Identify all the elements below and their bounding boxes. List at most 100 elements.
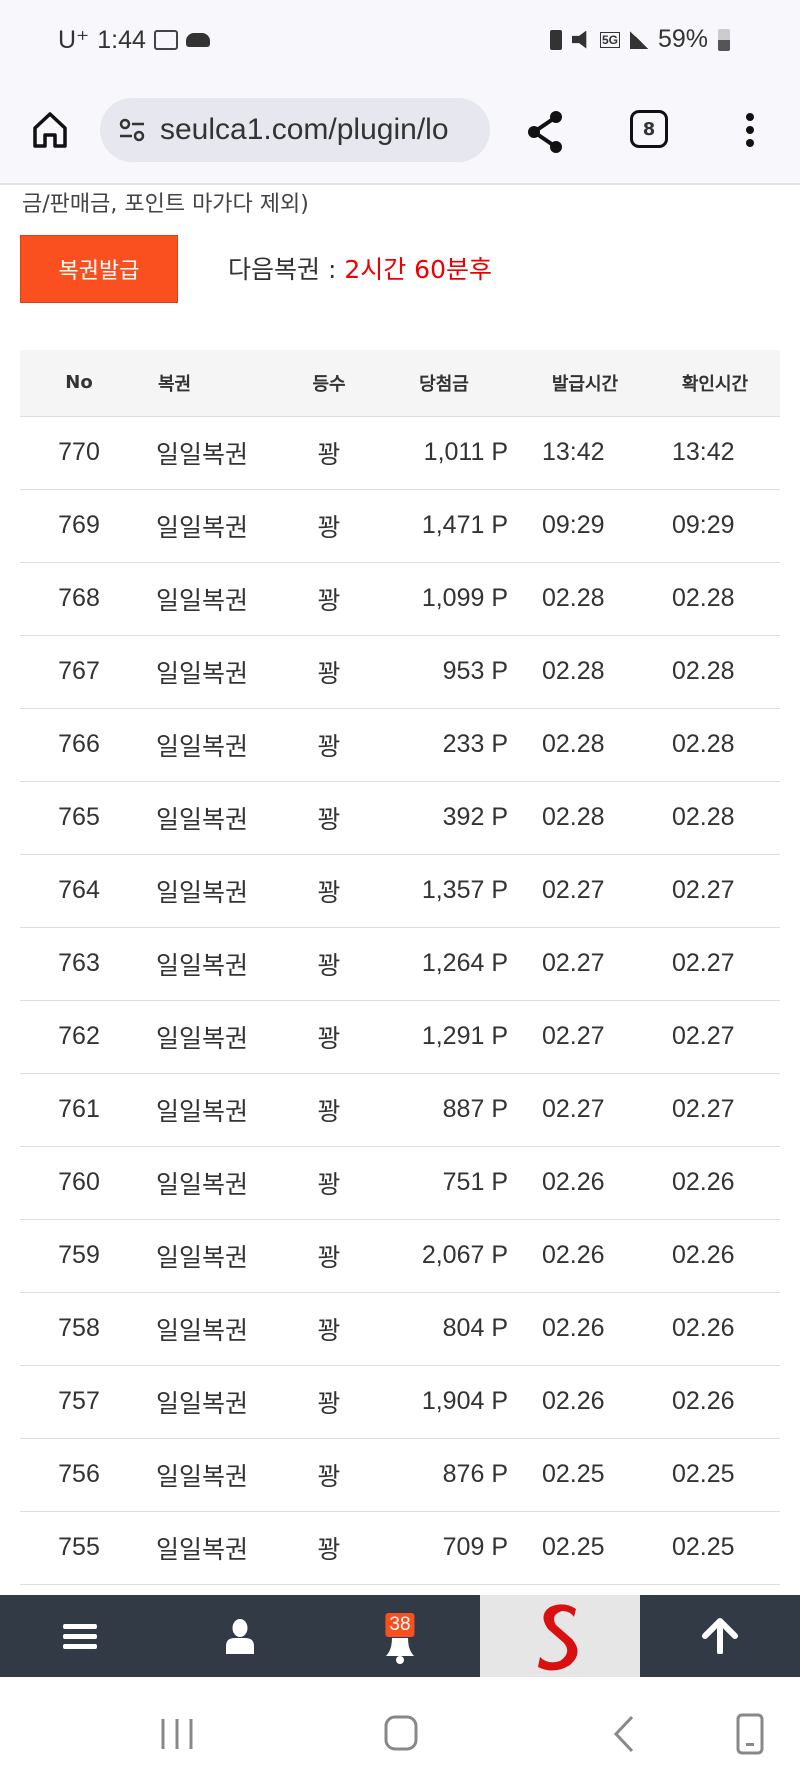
clock: 1:44 (97, 25, 146, 54)
table-row: 756 일일복권 꽝 876 P 02.25 02.25 (20, 1438, 780, 1512)
network-type: 5G (599, 31, 620, 48)
hamburger-icon (63, 1624, 97, 1649)
table-row: 761 일일복권 꽝 887 P 02.27 02.27 (20, 1073, 780, 1147)
table-row: 755 일일복권 꽝 709 P 02.25 02.25 (20, 1511, 780, 1585)
cell-lottery: 일일복권 (138, 562, 278, 636)
cell-prize: 1,357 P (380, 854, 520, 928)
cell-rank: 꽝 (278, 1365, 380, 1439)
more-menu-icon[interactable] (735, 108, 765, 152)
cell-rank: 꽝 (278, 927, 380, 1001)
menu-button[interactable] (0, 1595, 160, 1677)
carrier: U⁺ (58, 26, 90, 54)
cell-checked-time: 02.28 (650, 708, 780, 782)
cell-prize: 1,011 P (380, 416, 520, 490)
cell-checked-time: 09:29 (650, 489, 780, 563)
cell-no: 767 (20, 635, 138, 709)
user-button[interactable] (160, 1595, 320, 1677)
site-logo-button[interactable] (480, 1595, 640, 1677)
share-icon[interactable] (522, 108, 570, 156)
header-rank: 등수 (278, 350, 380, 417)
cell-issued-time: 02.28 (520, 562, 650, 636)
cell-prize: 1,471 P (380, 489, 520, 563)
cell-lottery: 일일복권 (138, 708, 278, 782)
cell-no: 769 (20, 489, 138, 563)
cell-rank: 꽝 (278, 781, 380, 855)
notifications-button[interactable]: 38 (320, 1595, 480, 1677)
header-checked-time: 확인시간 (650, 350, 780, 417)
notice-text: 금/판매금, 포인트 마가다 제외) (22, 192, 309, 217)
cell-no: 766 (20, 708, 138, 782)
cell-lottery: 일일복권 (138, 1219, 278, 1293)
cell-lottery: 일일복권 (138, 1438, 278, 1512)
cell-checked-time: 02.27 (650, 1073, 780, 1147)
cell-no: 765 (20, 781, 138, 855)
cell-issued-time: 02.27 (520, 927, 650, 1001)
cell-checked-time: 02.28 (650, 562, 780, 636)
cell-checked-time: 02.26 (650, 1146, 780, 1220)
home-nav-icon[interactable] (384, 1715, 418, 1753)
cell-no: 756 (20, 1438, 138, 1512)
table-row: 770 일일복권 꽝 1,011 P 13:42 13:42 (20, 416, 780, 490)
cell-issued-time: 02.26 (520, 1292, 650, 1366)
user-icon (226, 1619, 254, 1654)
system-nav-bar (0, 1677, 800, 1778)
cell-prize: 887 P (380, 1073, 520, 1147)
table-header: No 복권 등수 당첨금 발급시간 확인시간 (20, 350, 780, 417)
cell-issued-time: 02.25 (520, 1438, 650, 1512)
cell-lottery: 일일복권 (138, 1292, 278, 1366)
lottery-history-table: No 복권 등수 당첨금 발급시간 확인시간 770 일일복권 꽝 1,011 P 13:42 13… (20, 350, 780, 1585)
cell-rank: 꽝 (278, 1438, 380, 1512)
table-row: 767 일일복권 꽝 953 P 02.28 02.28 (20, 635, 780, 709)
recent-apps-icon[interactable] (160, 1717, 194, 1751)
bottom-nav: 38 (0, 1595, 800, 1677)
cell-rank: 꽝 (278, 1146, 380, 1220)
cell-lottery: 일일복권 (138, 1073, 278, 1147)
site-logo-icon (538, 1604, 578, 1671)
arrow-up-icon (702, 1618, 738, 1654)
cell-no: 757 (20, 1365, 138, 1439)
table-row: 760 일일복권 꽝 751 P 02.26 02.26 (20, 1146, 780, 1220)
mute-icon (571, 30, 587, 49)
home-icon[interactable] (28, 108, 72, 152)
table-row: 758 일일복권 꽝 804 P 02.26 02.26 (20, 1292, 780, 1366)
url-text: seulca1.com/plugin/lo (160, 113, 449, 146)
header-prize: 당첨금 (380, 350, 520, 417)
battery-level: 59% (657, 25, 708, 53)
table-row: 763 일일복권 꽝 1,264 P 02.27 02.27 (20, 927, 780, 1001)
cell-checked-time: 02.26 (650, 1219, 780, 1293)
cell-no: 760 (20, 1146, 138, 1220)
cell-no: 770 (20, 416, 138, 490)
bell-icon (386, 1638, 414, 1664)
cell-prize: 1,264 P (380, 927, 520, 1001)
address-bar[interactable]: seulca1.com/plugin/lo (100, 98, 490, 162)
tabs-button[interactable]: 8 (630, 110, 668, 148)
screen-rotate-icon[interactable] (736, 1713, 764, 1755)
cell-rank: 꽝 (278, 854, 380, 928)
cell-checked-time: 02.27 (650, 854, 780, 928)
cell-rank: 꽝 (278, 1000, 380, 1074)
table-row: 769 일일복권 꽝 1,471 P 09:29 09:29 (20, 489, 780, 563)
cell-issued-time: 02.27 (520, 854, 650, 928)
table-row: 762 일일복권 꽝 1,291 P 02.27 02.27 (20, 1000, 780, 1074)
cell-lottery: 일일복권 (138, 1365, 278, 1439)
scroll-top-button[interactable] (640, 1595, 800, 1677)
table-row: 766 일일복권 꽝 233 P 02.28 02.28 (20, 708, 780, 782)
issue-lottery-button[interactable]: 복권발급 (20, 235, 178, 303)
cell-issued-time: 02.27 (520, 1000, 650, 1074)
table-row: 768 일일복권 꽝 1,099 P 02.28 02.28 (20, 562, 780, 636)
cell-issued-time: 09:29 (520, 489, 650, 563)
cell-rank: 꽝 (278, 708, 380, 782)
voicemail-icon (153, 30, 178, 50)
cell-rank: 꽝 (278, 1292, 380, 1366)
cell-issued-time: 02.25 (520, 1511, 650, 1585)
cell-no: 761 (20, 1073, 138, 1147)
cell-lottery: 일일복권 (138, 1511, 278, 1585)
cell-no: 755 (20, 1511, 138, 1585)
site-settings-icon[interactable] (118, 116, 146, 144)
cell-prize: 953 P (380, 635, 520, 709)
back-icon[interactable] (612, 1715, 636, 1753)
cell-no: 763 (20, 927, 138, 1001)
cell-prize: 876 P (380, 1438, 520, 1512)
cell-prize: 1,291 P (380, 1000, 520, 1074)
cell-issued-time: 02.26 (520, 1365, 650, 1439)
